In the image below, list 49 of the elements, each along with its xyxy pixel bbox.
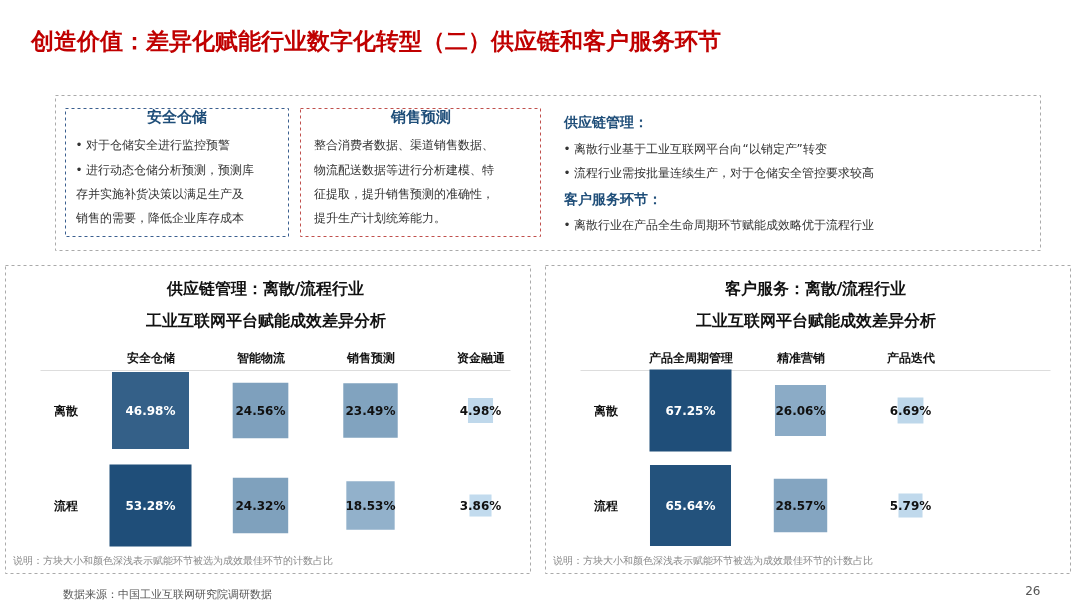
x-tick-label: 产品迭代: [885, 350, 935, 365]
x-tick-label: 智能物流: [235, 350, 286, 365]
data-label: 24.32%: [235, 498, 286, 513]
y-tick-label: 离散: [52, 403, 79, 418]
data-label: 5.79%: [889, 498, 932, 513]
data-label: 18.53%: [345, 498, 396, 513]
text: 26: [1025, 584, 1041, 598]
data-label: 26.06%: [775, 403, 826, 418]
data-label: 53.28%: [125, 498, 176, 513]
text: 安全仓储: [146, 107, 207, 126]
text: 征提取，提升销售预测的准确性，: [313, 186, 494, 201]
y-tick-label: 流程: [52, 498, 78, 513]
data-label: 65.64%: [665, 498, 716, 513]
data-label: 6.69%: [889, 403, 932, 418]
chart-subtitle: 工业互联网平台赋能成效差异分析: [694, 311, 936, 330]
data-label: 28.57%: [775, 498, 826, 513]
text: 说明：方块大小和颜色深浅表示赋能环节被选为成效最佳环节的计数占比: [552, 555, 873, 566]
text: 物流配送数据等进行分析建模、特: [313, 162, 494, 177]
chart-title: 供应链管理：离散/流程行业: [165, 279, 365, 298]
text: 客户服务环节：: [562, 190, 662, 207]
y-tick-label: 离散: [592, 403, 619, 418]
text: 存并实施补货决策以满足生产及: [75, 186, 244, 201]
data-label: 4.98%: [459, 403, 502, 418]
chart-title: 客户服务：离散/流程行业: [723, 279, 907, 298]
y-tick-label: 流程: [592, 498, 618, 513]
data-label: 46.98%: [125, 403, 176, 418]
x-tick-label: 产品全周期管理: [647, 350, 733, 365]
text: 整合消费者数据、渠道销售数据、: [313, 137, 494, 152]
source-note: 数据来源：中国工业互联网研究院调研数据: [62, 588, 272, 601]
x-tick-label: 资金融通: [456, 350, 506, 365]
text: • 对于仓储安全进行监控预警: [75, 137, 231, 152]
text: 创造价值：差异化赋能行业数字化转型（二）供应链和客户服务环节: [29, 27, 721, 54]
x-tick-label: 安全仓储: [126, 350, 175, 365]
text: 销售的需要，降低企业库存成本: [74, 210, 244, 225]
text: • 流程行业需按批量连续生产，对于仓储安全管控要求较高: [563, 165, 875, 180]
data-label: 3.86%: [459, 498, 502, 513]
text: • 离散行业基于工业互联网平台向“以销定产”转变: [563, 141, 827, 156]
text: 销售预测: [389, 107, 451, 126]
chart-subtitle: 工业互联网平台赋能成效差异分析: [144, 311, 386, 330]
x-tick-label: 精准营销: [775, 350, 825, 365]
text: 供应链管理：: [562, 113, 648, 130]
text: • 离散行业在产品全生命周期环节赋能成效略优于流程行业: [563, 217, 875, 232]
text: 说明：方块大小和颜色深浅表示赋能环节被选为成效最佳环节的计数占比: [12, 555, 333, 566]
text: • 进行动态仓储分析预测，预测库: [75, 162, 255, 177]
data-label: 67.25%: [665, 403, 716, 418]
data-label: 24.56%: [235, 403, 286, 418]
x-tick-label: 销售预测: [345, 350, 395, 365]
text: 提升生产计划统筹能力。: [313, 210, 446, 225]
data-label: 23.49%: [345, 403, 396, 418]
